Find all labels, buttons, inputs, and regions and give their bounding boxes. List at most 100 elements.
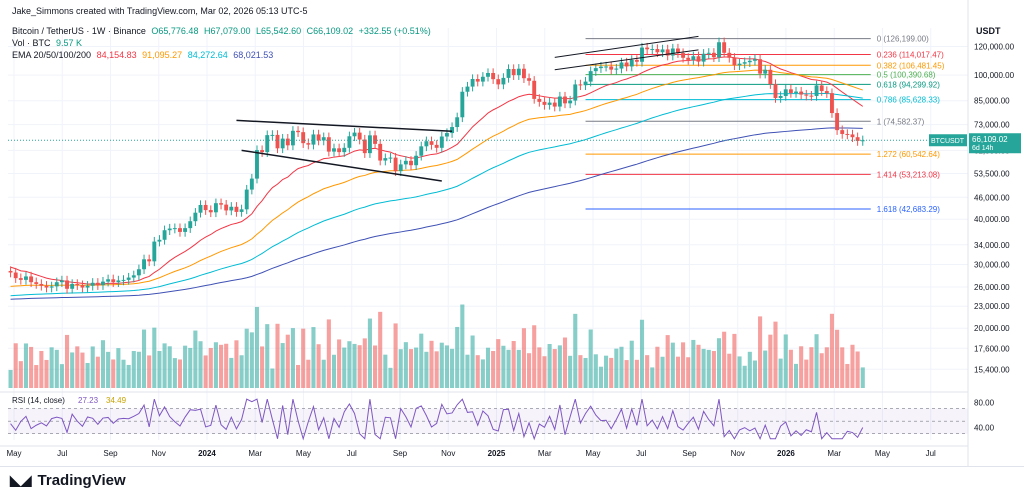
volume-bar (460, 304, 465, 388)
volume-bar (342, 347, 347, 388)
candle-body (44, 285, 49, 288)
volume-bar (177, 359, 183, 388)
volume-bar (254, 306, 260, 388)
volume-bar (141, 329, 147, 388)
volume-bar (532, 325, 537, 388)
rsi-value: 27.23 (78, 396, 99, 405)
volume-bar (352, 343, 357, 388)
candle-body (701, 53, 706, 62)
volume-bar (485, 347, 491, 388)
volume-bar (100, 340, 106, 388)
price-tick-label: 20,000.00 (974, 324, 1010, 333)
time-tick-label: May (585, 449, 600, 458)
volume-bar (768, 334, 773, 388)
volume-bar (203, 355, 208, 388)
candle-body (609, 66, 614, 70)
volume-bar (660, 356, 665, 388)
symbol-title[interactable]: Bitcoin / TetherUS · 1W · Binance (12, 26, 146, 36)
candle-body (845, 133, 850, 135)
volume-bar (706, 349, 711, 388)
candle-body (198, 204, 203, 213)
candle-body (18, 278, 23, 280)
candle-body (332, 148, 336, 152)
candle-body (234, 206, 239, 212)
candle-body (537, 98, 542, 102)
candle-body (393, 157, 398, 172)
volume-bar (183, 345, 188, 388)
price-tick-label: 85,000.00 (974, 97, 1010, 106)
ema-legend[interactable]: EMA 20/50/100/200 84,154.83 91,095.27 84… (12, 50, 273, 60)
candle-body (573, 84, 578, 101)
volume-bar (316, 344, 321, 388)
volume-bar (634, 359, 639, 388)
candle-body (131, 275, 136, 278)
candle-body (8, 270, 13, 273)
candle-body (486, 72, 490, 77)
volume-bar (793, 363, 799, 388)
candle-body (521, 68, 526, 79)
candle-body (742, 62, 747, 64)
candle-body (239, 209, 244, 212)
change-value: +332.55 (+0.51%) (358, 26, 431, 36)
price-tick-label: 17,600.00 (974, 344, 1010, 353)
candle-body (604, 66, 609, 68)
candle-body (90, 282, 95, 286)
candle-body (172, 228, 177, 230)
volume-bar (111, 359, 116, 388)
candle-body (629, 59, 634, 67)
volume-bar (121, 359, 126, 388)
candle-body (434, 144, 439, 148)
candle-body (819, 85, 824, 92)
volume-bar (106, 351, 111, 388)
volume-bar (629, 340, 634, 388)
candle-body (516, 68, 521, 76)
volume-bar (373, 345, 378, 388)
price-tick-label: 30,000.00 (974, 260, 1010, 269)
time-tick-label: Nov (731, 449, 745, 458)
candle-body (480, 76, 485, 82)
candle-body (275, 134, 280, 149)
fib-label: 0.786 (85,628.33) (877, 96, 940, 105)
candle-body (747, 60, 752, 63)
ema20-line (10, 56, 864, 285)
high-value: H67,079.00 (203, 26, 251, 36)
candle-body (737, 63, 742, 66)
candle-body (34, 282, 39, 284)
volume-bar (552, 349, 557, 388)
candle-body (162, 230, 167, 240)
fib-label: 1.618 (42,683.29) (877, 205, 940, 214)
candle-body (54, 282, 59, 287)
volume-bar (542, 356, 547, 388)
volume-bar (393, 323, 398, 388)
footer-bar (0, 466, 1024, 503)
volume-legend[interactable]: Vol · BTC 9.57 K (12, 38, 82, 48)
volume-bar (208, 347, 213, 388)
candle-body (532, 80, 537, 99)
candle-body (465, 86, 470, 92)
volume-bar (686, 357, 691, 388)
volume-bar (408, 349, 414, 388)
candle-body (65, 280, 69, 289)
volume-bar (116, 348, 121, 388)
tradingview-logo[interactable]: ◣◢ TradingView (10, 472, 126, 489)
candle-body (147, 259, 152, 262)
candle-body (219, 203, 223, 205)
price-tick-label: 26,000.00 (974, 283, 1010, 292)
volume-bar (8, 370, 13, 388)
price-axis-bg (968, 0, 1024, 466)
candle-body (157, 239, 162, 242)
volume-bar (527, 353, 532, 388)
volume-bar (362, 338, 367, 388)
volume-bar (403, 342, 408, 388)
low-value: L65,542.60 (256, 26, 302, 36)
volume-bar (244, 328, 249, 388)
candle-body (388, 157, 393, 159)
price-chart[interactable]: 0 (126,199.00) 0.236 (114,017.47)0.382 (1… (0, 0, 1024, 466)
time-tick-label: Nov (441, 449, 455, 458)
candle-body (70, 283, 75, 289)
volume-bar (537, 347, 542, 388)
candle-body (101, 281, 105, 286)
volume-bar (752, 360, 758, 388)
volume-bar (378, 311, 383, 388)
